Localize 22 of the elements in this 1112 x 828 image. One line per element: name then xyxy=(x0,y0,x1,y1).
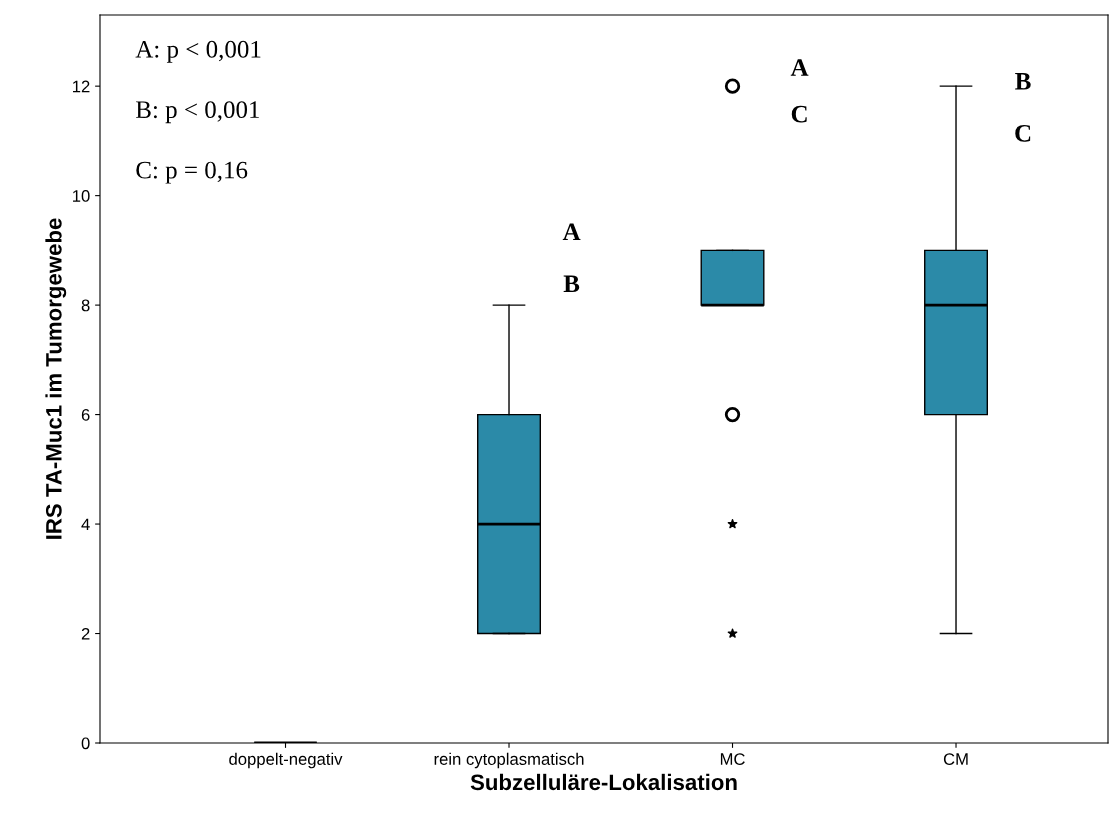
annotation: C: p = 0,16 xyxy=(136,161,248,184)
y-tick-label: 2 xyxy=(81,627,90,640)
y-tick-label: 8 xyxy=(81,299,90,312)
annotation: C xyxy=(791,105,807,123)
y-tick-label: 0 xyxy=(81,737,90,750)
annotation: A xyxy=(790,59,809,76)
y-tick-label: 10 xyxy=(73,190,90,202)
annotation: B xyxy=(1015,73,1031,90)
annotation: A xyxy=(562,223,581,240)
annotation: B xyxy=(563,275,580,293)
y-tick-label: 4 xyxy=(81,518,90,531)
x-tick-label: MC xyxy=(720,753,745,765)
annotation: A: p < 0,001 xyxy=(135,40,261,63)
x-tick-label: CM xyxy=(943,753,968,765)
y-tick-label: 6 xyxy=(81,408,90,421)
x-axis-title: Subzelluläre-Lokalisation xyxy=(470,773,737,791)
y-tick-label: 12 xyxy=(73,80,90,93)
annotation: C xyxy=(1015,124,1031,142)
x-tick-label: doppelt-negativ xyxy=(229,752,343,769)
annotation: B: p < 0,001 xyxy=(136,101,259,124)
y-axis-title: IRS TA-Muc1 im Tumorgewebe xyxy=(45,218,67,539)
x-tick-label: rein cytoplasmatisch xyxy=(434,752,584,769)
